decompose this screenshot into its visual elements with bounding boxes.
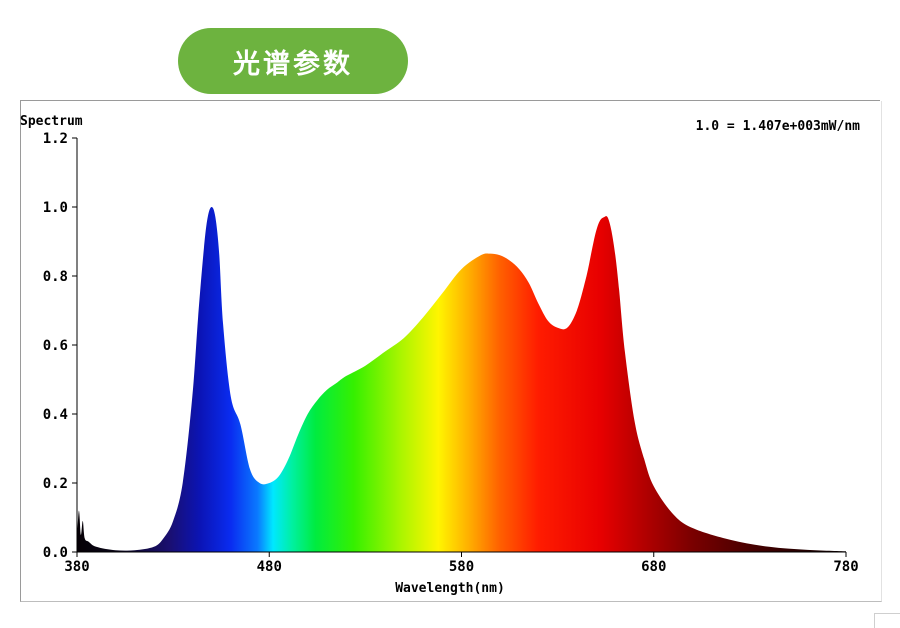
spectrum-parameters-badge: 光谱参数 [178, 28, 408, 94]
y-tick-label: 0.6 [43, 338, 68, 354]
chart-frame [20, 101, 882, 602]
y-axis-label: Spectrum [20, 114, 83, 129]
y-tick-label: 1.2 [43, 131, 68, 147]
x-tick-label: 780 [833, 559, 858, 575]
x-tick-label: 680 [641, 559, 666, 575]
y-tick-label: 0.8 [43, 269, 68, 285]
frame-top-border [20, 100, 880, 101]
spectrum-area [77, 207, 846, 552]
x-tick-label: 480 [257, 559, 282, 575]
corner-widget [874, 613, 900, 628]
x-axis-label: Wavelength(nm) [395, 581, 505, 596]
scale-annotation: 1.0 = 1.407e+003mW/nm [696, 119, 861, 134]
x-tick-label: 380 [64, 559, 89, 575]
y-tick-label: 0.4 [43, 407, 68, 423]
x-tick-label: 580 [449, 559, 474, 575]
y-tick-label: 1.0 [43, 200, 68, 216]
y-tick-label: 0.0 [43, 545, 68, 561]
y-tick-label: 0.2 [43, 476, 68, 492]
